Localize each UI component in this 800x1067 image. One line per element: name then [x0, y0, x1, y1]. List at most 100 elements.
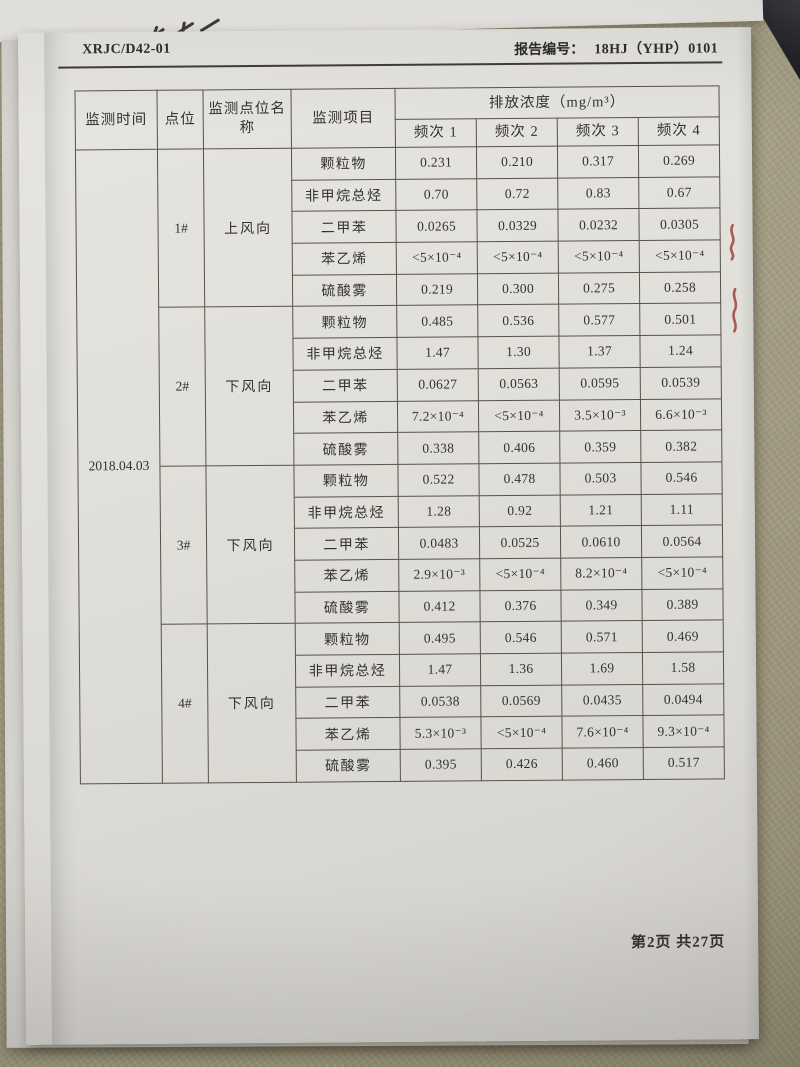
document-code: XRJC/D42-01: [82, 41, 171, 58]
value-cell: 1.28: [398, 495, 480, 528]
value-cell: 0.0539: [640, 366, 722, 400]
value-cell: <5×10⁻⁴: [479, 558, 561, 591]
value-cell: 0.395: [400, 748, 482, 782]
point-id: 3#: [159, 465, 208, 625]
point-id: 2#: [158, 307, 206, 467]
value-cell: 0.0569: [480, 684, 562, 718]
value-cell: 0.522: [397, 463, 480, 496]
paper-sheet: XRJC/D42-01 报告编号： 18HJ（YHP）0101 监测时间 点位 监…: [18, 27, 759, 1045]
page-number: 第2页 共27页: [630, 934, 726, 952]
value-cell: 0.406: [478, 431, 560, 464]
item-cell: 二甲苯: [291, 210, 397, 244]
value-cell: 0.571: [561, 620, 643, 654]
col-header-concentration: 排放浓度（mg/m³）: [394, 85, 720, 120]
value-cell: <5×10⁻⁴: [477, 241, 559, 274]
item-cell: 硫酸雾: [293, 432, 398, 466]
value-cell: 0.501: [639, 303, 721, 336]
value-cell: 1.30: [477, 336, 560, 369]
table-row: 3# 下风向 颗粒物 0.522 0.478 0.503 0.546: [78, 461, 723, 625]
value-cell: 1.69: [561, 652, 643, 685]
item-cell: 颗粒物: [295, 622, 400, 656]
value-cell: 0.389: [641, 588, 724, 621]
value-cell: 0.546: [480, 621, 562, 654]
value-cell: 0.275: [558, 272, 640, 305]
value-cell: 0.0564: [641, 525, 723, 558]
value-cell: 0.210: [476, 146, 558, 179]
value-cell: 5.3×10⁻³: [399, 717, 482, 750]
value-cell: 0.426: [481, 748, 563, 781]
value-cell: 1.24: [639, 335, 722, 368]
value-cell: 0.0329: [476, 209, 559, 242]
value-cell: 0.536: [477, 304, 559, 337]
value-cell: <5×10⁻⁴: [480, 716, 563, 749]
value-cell: 0.0305: [638, 208, 721, 241]
value-cell: 3.5×10⁻³: [559, 399, 641, 432]
point-name: 下风向: [204, 306, 294, 466]
value-cell: 0.338: [397, 431, 479, 465]
value-cell: 0.0265: [395, 210, 478, 243]
point-id: 1#: [157, 148, 205, 308]
value-cell: 0.503: [559, 462, 642, 495]
value-cell: 9.3×10⁻⁴: [642, 715, 725, 748]
col-header-freq-4: 频次 4: [638, 116, 720, 146]
item-cell: 非甲烷总烃: [294, 495, 399, 529]
value-cell: <5×10⁻⁴: [639, 239, 721, 273]
item-cell: 硫酸雾: [296, 749, 401, 782]
monitoring-date: 2018.04.03: [75, 149, 163, 784]
value-cell: <5×10⁻⁴: [558, 240, 640, 273]
value-cell: 7.6×10⁻⁴: [561, 715, 644, 749]
value-cell: 1.21: [560, 494, 642, 527]
item-cell: 非甲烷总烃: [292, 337, 398, 371]
table-row: 4# 下风向 颗粒物 0.495 0.546 0.571 0.469: [79, 620, 724, 784]
col-header-point-name: 监测点位名称: [202, 89, 292, 149]
item-cell: 颗粒物: [292, 305, 397, 339]
table-row: 2018.04.03 1# 上风向 颗粒物 0.231 0.210 0.317 …: [75, 144, 720, 784]
item-cell: 硫酸雾: [292, 274, 397, 307]
report-number-value: 18HJ（YHP）0101: [594, 41, 719, 58]
point-name: 上风向: [203, 148, 293, 308]
value-cell: 1.58: [642, 651, 724, 685]
value-cell: 0.460: [562, 747, 644, 780]
value-cell: 0.0483: [398, 527, 480, 560]
value-cell: 0.300: [477, 272, 559, 306]
value-cell: 0.0538: [399, 685, 481, 718]
col-header-time: 监测时间: [74, 90, 158, 150]
report-number-label: 报告编号：: [514, 42, 585, 58]
value-cell: 0.70: [395, 178, 477, 211]
header-rule: [58, 61, 723, 69]
value-cell: 0.495: [399, 622, 481, 655]
value-cell: 0.546: [640, 461, 723, 495]
value-cell: 1.36: [480, 653, 562, 686]
point-id: 4#: [161, 624, 209, 784]
value-cell: 0.317: [557, 145, 639, 178]
value-cell: 8.2×10⁻⁴: [560, 557, 642, 590]
item-cell: 非甲烷总烃: [291, 179, 396, 212]
value-cell: 0.382: [640, 430, 722, 463]
monitoring-table: 监测时间 点位 监测点位名称 监测项目 排放浓度（mg/m³） 频次 1 频次 …: [74, 85, 725, 784]
value-cell: 0.469: [642, 620, 724, 653]
col-header-freq-3: 频次 3: [557, 117, 639, 147]
col-header-point: 点位: [156, 89, 204, 150]
item-cell: 非甲烷总烃: [295, 654, 400, 687]
value-cell: 0.0494: [642, 683, 724, 716]
red-ink-marks: [729, 223, 738, 333]
point-name: 下风向: [207, 623, 297, 783]
item-cell: 二甲苯: [293, 369, 398, 402]
value-cell: 6.6×10⁻³: [640, 398, 722, 431]
value-cell: 0.0595: [559, 367, 641, 400]
value-cell: 0.577: [558, 303, 640, 337]
col-header-item: 监测项目: [290, 88, 396, 149]
value-cell: 0.0435: [561, 684, 643, 717]
item-cell: 颗粒物: [293, 464, 399, 497]
value-cell: <5×10⁻⁴: [478, 399, 560, 432]
value-cell: 0.0627: [397, 368, 479, 401]
value-cell: 0.231: [395, 146, 477, 180]
value-cell: 0.0232: [557, 208, 640, 242]
item-cell: 二甲苯: [295, 686, 400, 719]
value-cell: 0.67: [638, 176, 720, 209]
value-cell: 1.47: [399, 653, 481, 687]
item-cell: 硫酸雾: [294, 591, 400, 624]
table-header-row-1: 监测时间 点位 监测点位名称 监测项目 排放浓度（mg/m³）: [74, 85, 720, 150]
item-cell: 苯乙烯: [293, 400, 398, 434]
value-cell: 0.258: [639, 271, 721, 304]
